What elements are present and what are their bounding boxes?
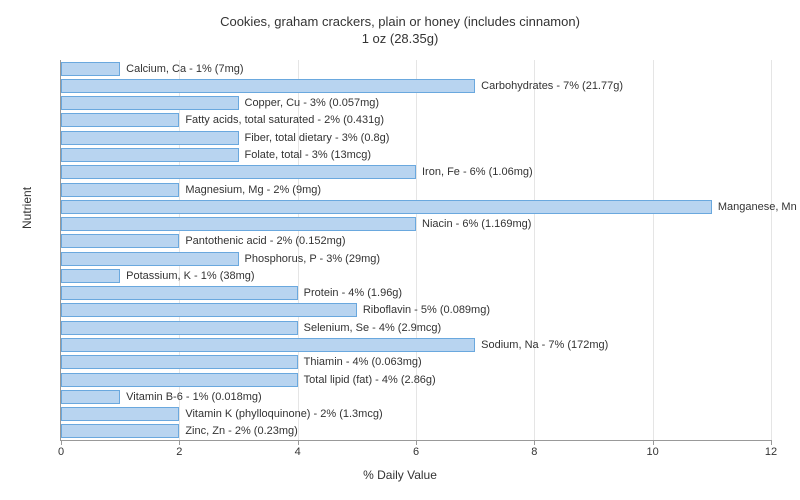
bar: [61, 165, 416, 179]
gridline: [653, 60, 654, 440]
title-line-1: Cookies, graham crackers, plain or honey…: [220, 14, 580, 29]
bar: [61, 113, 179, 127]
x-tick-label: 10: [647, 446, 659, 458]
bar: [61, 62, 120, 76]
bar-label: Manganese, Mn - 11% (0.228mg): [718, 200, 800, 214]
x-tick: [298, 440, 299, 445]
bar-label: Fiber, total dietary - 3% (0.8g): [245, 131, 390, 145]
x-tick-label: 8: [531, 446, 537, 458]
nutrient-chart: Cookies, graham crackers, plain or honey…: [0, 0, 800, 500]
gridline: [534, 60, 535, 440]
bar-label: Carbohydrates - 7% (21.77g): [481, 79, 623, 93]
title-line-2: 1 oz (28.35g): [362, 31, 439, 46]
bar: [61, 96, 239, 110]
x-axis-label: % Daily Value: [0, 468, 800, 482]
bar-label: Vitamin B-6 - 1% (0.018mg): [126, 390, 262, 404]
x-tick-label: 0: [58, 446, 64, 458]
x-tick: [179, 440, 180, 445]
bar-label: Phosphorus, P - 3% (29mg): [245, 252, 381, 266]
bar-label: Sodium, Na - 7% (172mg): [481, 338, 608, 352]
x-tick-label: 4: [295, 446, 301, 458]
bar-label: Folate, total - 3% (13mcg): [245, 148, 372, 162]
bar-label: Copper, Cu - 3% (0.057mg): [245, 96, 380, 110]
x-tick: [61, 440, 62, 445]
gridline: [771, 60, 772, 440]
bar: [61, 424, 179, 438]
bar-label: Potassium, K - 1% (38mg): [126, 269, 254, 283]
y-axis-label: Nutrient: [20, 187, 34, 229]
bar: [61, 79, 475, 93]
bar: [61, 338, 475, 352]
bar: [61, 252, 239, 266]
bar-label: Pantothenic acid - 2% (0.152mg): [185, 234, 345, 248]
bar: [61, 183, 179, 197]
bar: [61, 200, 712, 214]
bar: [61, 390, 120, 404]
bar-label: Magnesium, Mg - 2% (9mg): [185, 183, 321, 197]
bar: [61, 407, 179, 421]
x-tick: [653, 440, 654, 445]
bar-label: Total lipid (fat) - 4% (2.86g): [304, 373, 436, 387]
bar-label: Fatty acids, total saturated - 2% (0.431…: [185, 113, 384, 127]
bar: [61, 286, 298, 300]
bar: [61, 321, 298, 335]
bar-label: Zinc, Zn - 2% (0.23mg): [185, 424, 297, 438]
bar: [61, 148, 239, 162]
chart-title: Cookies, graham crackers, plain or honey…: [0, 0, 800, 48]
bar-label: Vitamin K (phylloquinone) - 2% (1.3mcg): [185, 407, 382, 421]
x-tick: [534, 440, 535, 445]
x-tick-label: 6: [413, 446, 419, 458]
bar: [61, 131, 239, 145]
bar-label: Calcium, Ca - 1% (7mg): [126, 62, 243, 76]
x-tick-label: 12: [765, 446, 777, 458]
bar-label: Thiamin - 4% (0.063mg): [304, 355, 422, 369]
x-tick-label: 2: [176, 446, 182, 458]
x-tick: [771, 440, 772, 445]
bar: [61, 217, 416, 231]
bar: [61, 303, 357, 317]
bar-label: Riboflavin - 5% (0.089mg): [363, 303, 490, 317]
bar-label: Iron, Fe - 6% (1.06mg): [422, 165, 533, 179]
bar: [61, 234, 179, 248]
bar: [61, 373, 298, 387]
x-tick: [416, 440, 417, 445]
bar: [61, 355, 298, 369]
plot-area: 024681012Calcium, Ca - 1% (7mg)Carbohydr…: [60, 60, 771, 441]
bar: [61, 269, 120, 283]
bar-label: Protein - 4% (1.96g): [304, 286, 402, 300]
bar-label: Niacin - 6% (1.169mg): [422, 217, 531, 231]
bar-label: Selenium, Se - 4% (2.9mcg): [304, 321, 442, 335]
